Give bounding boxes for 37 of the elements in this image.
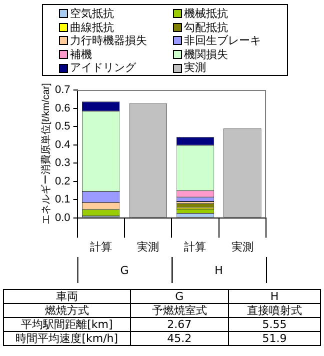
text: 燃焼方式: [4, 304, 130, 318]
text: 45.2: [130, 332, 229, 346]
x-tick-label: 計算: [90, 240, 112, 254]
legend-label: アイドリング: [70, 61, 136, 75]
legend-label: 空気抵抗: [70, 7, 114, 21]
x-tick-label: 実測: [137, 240, 160, 254]
text: 51.9: [228, 332, 320, 346]
y-axis-title: エネルギー消費原単位[ℓ/km/car]: [40, 82, 52, 225]
text: 予燃焼室式: [130, 304, 229, 318]
y-tick-label: 0.2: [54, 175, 70, 188]
y-tick-label: 0.5: [54, 120, 70, 133]
text: H: [214, 264, 223, 277]
text: 5.55: [228, 318, 320, 332]
x-tick-label: 実測: [231, 240, 254, 254]
text: 2.67: [130, 318, 229, 332]
y-tick-label: 0.7: [54, 84, 70, 96]
y-tick-label: 0.1: [54, 194, 70, 206]
legend-label: 力行時機器損失: [70, 34, 147, 48]
legend-label: 非回生ブレーキ: [184, 34, 261, 48]
text: G: [120, 264, 129, 277]
legend-label: 機関損失: [184, 48, 228, 62]
text: 直接噴射式: [228, 304, 320, 318]
legend-label: 補機: [70, 48, 92, 62]
legend-label: 機械抵抗: [184, 7, 228, 21]
legend-label: 実測: [184, 61, 206, 75]
y-tick-label: 0.4: [54, 138, 70, 151]
y-tick-label: 0.3: [54, 157, 70, 170]
y-tick-label: 0.6: [54, 102, 70, 114]
x-tick-label: 計算: [184, 240, 206, 254]
legend-label: 曲線抵抗: [70, 20, 114, 34]
text: G: [130, 290, 229, 304]
text: 平均駅間距離[km]: [4, 318, 130, 332]
text: 時間平均速度[km/h]: [4, 332, 130, 346]
legend-label: 勾配抵抗: [184, 20, 228, 34]
y-tick-label: 0.0: [54, 212, 70, 224]
text: H: [228, 290, 320, 304]
text: 車両: [4, 290, 130, 304]
